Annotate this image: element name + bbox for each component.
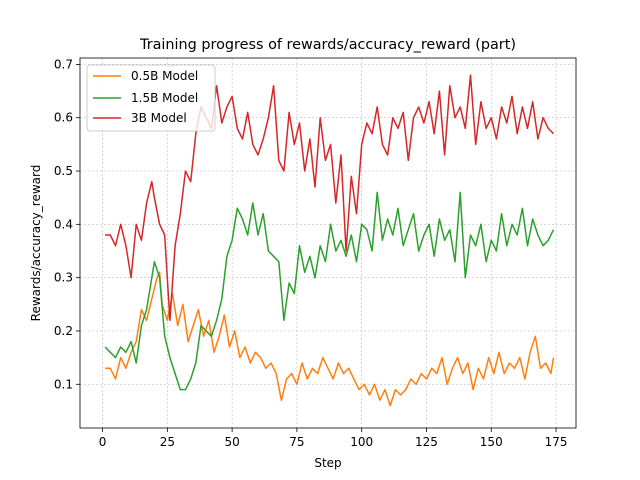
series-line-3b-model [105, 74, 555, 322]
x-tick-label: 150 [480, 435, 503, 449]
x-tick-label: 175 [545, 435, 568, 449]
x-tick-label: 75 [289, 435, 304, 449]
x-tick-label: 50 [224, 435, 239, 449]
y-tick-label: 0.5 [54, 164, 73, 178]
x-axis-label: Step [314, 456, 341, 470]
x-tick-label: 25 [160, 435, 175, 449]
x-axis: 0 25 50 75 100 125 150 175 [99, 428, 568, 449]
y-tick-label: 0.7 [54, 57, 73, 71]
grid [80, 58, 576, 428]
x-tick-label: 100 [350, 435, 373, 449]
legend-label-1-5b: 1.5B Model [131, 91, 198, 105]
legend: 0.5B Model 1.5B Model 3B Model [86, 64, 216, 132]
y-tick-label: 0.4 [54, 217, 73, 231]
plot-frame [79, 57, 577, 429]
y-tick-label: 0.3 [54, 271, 73, 285]
legend-label-3b: 3B Model [131, 111, 187, 125]
series-line-1-5b-model [104, 191, 555, 391]
x-tick-label: 125 [415, 435, 438, 449]
chart-title: Training progress of rewards/accuracy_re… [139, 37, 516, 53]
y-axis: 0.1 0.2 0.3 0.4 0.5 0.6 0.7 [54, 57, 80, 391]
y-tick-label: 0.1 [54, 377, 73, 391]
series-layer [104, 74, 555, 407]
y-tick-label: 0.2 [54, 324, 73, 338]
x-tick-label: 0 [99, 435, 107, 449]
y-axis-label: Rewards/accuracy_reward [29, 165, 43, 322]
legend-box [86, 64, 216, 132]
y-tick-label: 0.6 [54, 111, 73, 125]
legend-label-0-5b: 0.5B Model [131, 69, 198, 83]
